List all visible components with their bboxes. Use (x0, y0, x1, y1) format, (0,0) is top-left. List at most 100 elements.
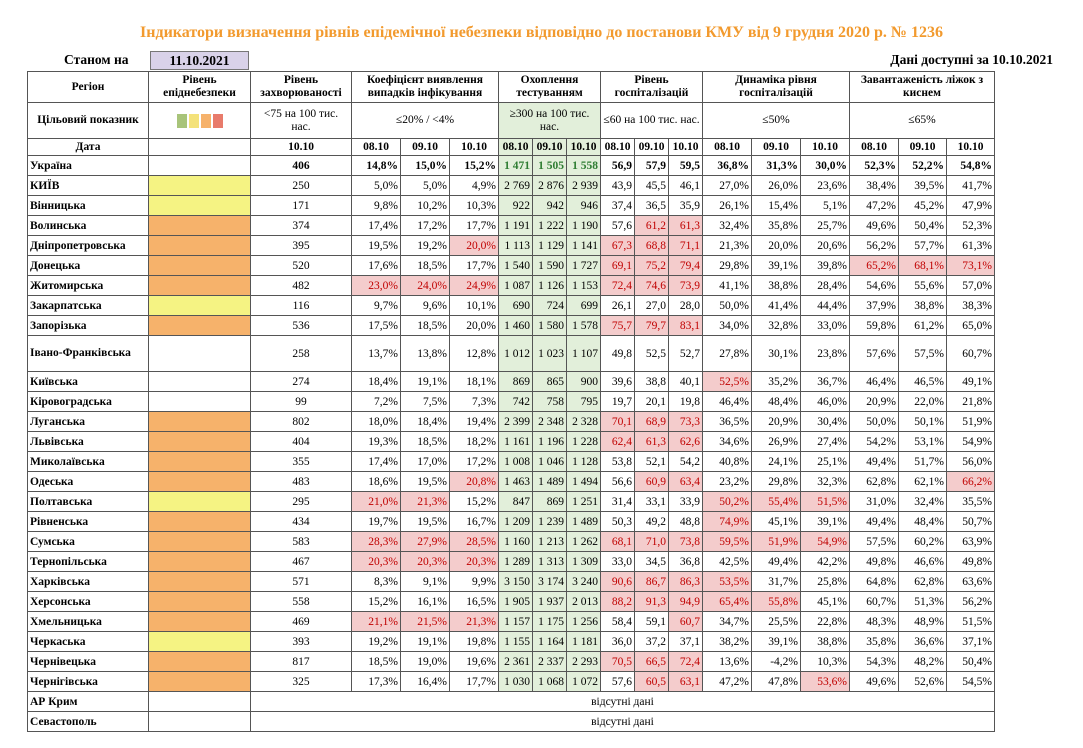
value-cell: 23,2% (702, 471, 752, 492)
region-name: АР Крим (27, 691, 149, 712)
region-row: Україна 406 14,8% 15,0% 15,2% 1 471 1 505 1 558… (27, 155, 995, 176)
value-cell: 52,5 (634, 335, 669, 372)
value-cell: 94,9 (668, 591, 703, 612)
value-cell: 39,1% (751, 631, 801, 652)
value-cell: 69,1 (600, 255, 635, 276)
value-cell: 1 489 (566, 511, 601, 532)
value-cell: 1 191 (498, 215, 533, 236)
date-level-empty (148, 138, 251, 156)
value-cell: 56,9 (600, 155, 635, 176)
level-cell (148, 195, 251, 216)
value-cell: 571 (250, 571, 352, 592)
value-cell: 54,9% (946, 431, 995, 452)
level-cell (148, 471, 251, 492)
level-cell (148, 611, 251, 632)
value-cell: 52,5% (702, 371, 752, 392)
value-cell: 39,6 (600, 371, 635, 392)
region-row: Луганська 802 18,0% 18,4% 19,4% 2 399 2 348 2 3… (27, 411, 995, 432)
value-cell: 27,0% (702, 175, 752, 196)
level-cell (148, 711, 251, 732)
value-cell: 469 (250, 611, 352, 632)
value-cell: 1 126 (532, 275, 567, 296)
level-cell (148, 315, 251, 336)
value-cell: 393 (250, 631, 352, 652)
level-cell (148, 511, 251, 532)
value-cell: 1 209 (498, 511, 533, 532)
value-cell: 49,6% (849, 671, 899, 692)
value-cell: 36,5 (634, 195, 669, 216)
value-cell: 29,8% (702, 255, 752, 276)
region-name: Вінницька (27, 195, 149, 216)
value-cell: 63,6% (946, 571, 995, 592)
value-cell: 583 (250, 531, 352, 552)
value-cell: 49,8 (600, 335, 635, 372)
date-cell: 08.10 (600, 138, 635, 156)
value-cell: 86,7 (634, 571, 669, 592)
value-cell: 55,4% (751, 491, 801, 512)
value-cell: 36,5% (702, 411, 752, 432)
date-label: Дата (27, 138, 149, 156)
value-cell: 64,8% (849, 571, 899, 592)
date-cell: 10.10 (668, 138, 703, 156)
value-cell: 74,9% (702, 511, 752, 532)
value-cell: 2 013 (566, 591, 601, 612)
value-cell: 17,7% (449, 255, 499, 276)
value-cell: 30,1% (751, 335, 801, 372)
value-cell: 31,3% (751, 155, 801, 176)
value-cell: 48,3% (849, 611, 899, 632)
value-cell: 39,8% (800, 255, 850, 276)
value-cell: 73,8 (668, 531, 703, 552)
region-name: Сумська (27, 531, 149, 552)
region-name: Одеська (27, 471, 149, 492)
value-cell: 3 240 (566, 571, 601, 592)
region-name: Кіровоградська (27, 391, 149, 412)
value-cell: 21,5% (400, 611, 450, 632)
value-cell: 53,8 (600, 451, 635, 472)
value-cell: 18,5% (351, 651, 401, 672)
value-cell: 17,7% (449, 671, 499, 692)
value-cell: 13,7% (351, 335, 401, 372)
value-cell: 72,4 (600, 275, 635, 296)
value-cell: 406 (250, 155, 352, 176)
value-cell: 1 012 (498, 335, 533, 372)
value-cell: 51,5% (800, 491, 850, 512)
value-cell: 74,6 (634, 275, 669, 296)
value-cell: 1 190 (566, 215, 601, 236)
value-cell: 19,5% (400, 511, 450, 532)
value-cell: 1 289 (498, 551, 533, 572)
value-cell: 48,4% (751, 391, 801, 412)
level-cell (148, 371, 251, 392)
region-row: АР Крим відсутні дані (27, 691, 995, 712)
value-cell: 38,3% (946, 295, 995, 316)
value-cell: 73,1% (946, 255, 995, 276)
region-name: Закарпатська (27, 295, 149, 316)
level-cell (148, 671, 251, 692)
value-cell: 33,9 (668, 491, 703, 512)
value-cell: 46,1 (668, 175, 703, 196)
red-swatch-icon (212, 113, 223, 128)
value-cell: 18,5% (400, 255, 450, 276)
value-cell: 17,4% (351, 451, 401, 472)
value-cell: 24,0% (400, 275, 450, 296)
value-cell: 1 113 (498, 235, 533, 256)
level-cell (148, 571, 251, 592)
value-cell: 30,4% (800, 411, 850, 432)
value-cell: 56,6 (600, 471, 635, 492)
value-cell: 47,2% (702, 671, 752, 692)
value-cell: 20,9% (751, 411, 801, 432)
value-cell: 5,0% (400, 175, 450, 196)
value-cell: 41,7% (946, 175, 995, 196)
missing-data-cell: відсутні дані (250, 711, 995, 732)
value-cell: 17,6% (351, 255, 401, 276)
value-cell: 66,5 (634, 651, 669, 672)
value-cell: 5,1% (800, 195, 850, 216)
value-cell: 18,5% (400, 315, 450, 336)
value-cell: 52,6% (898, 671, 947, 692)
region-name: Херсонська (27, 591, 149, 612)
value-cell: 19,4% (449, 411, 499, 432)
level-cell (148, 631, 251, 652)
region-row: Житомирська 482 23,0% 24,0% 24,9% 1 087 1 126 1… (27, 275, 995, 296)
value-cell: 16,4% (400, 671, 450, 692)
value-cell: 39,5% (898, 175, 947, 196)
value-cell: 57,5% (849, 531, 899, 552)
